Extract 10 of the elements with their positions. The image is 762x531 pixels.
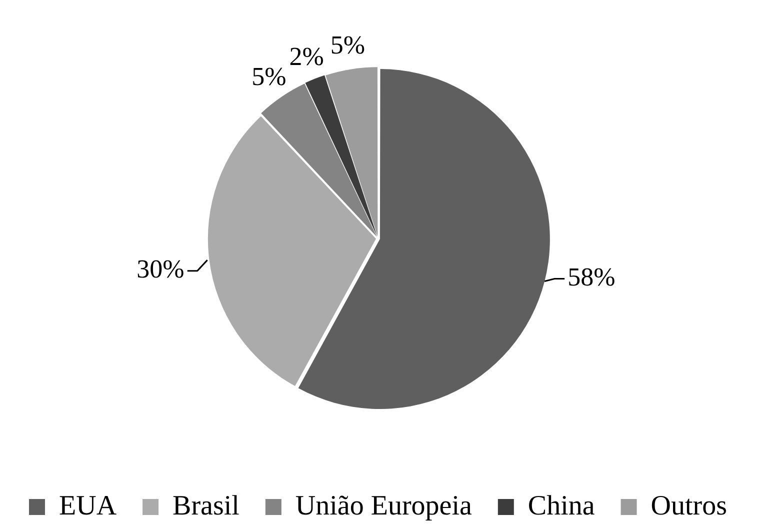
legend-label: União Europeia (295, 490, 472, 522)
legend-label: EUA (58, 490, 118, 522)
data-label: 5% (330, 30, 365, 60)
legend-label: Brasil (172, 490, 240, 522)
data-label: 2% (289, 42, 324, 71)
legend-label: Outros (650, 490, 728, 522)
legend-label: China (528, 490, 596, 522)
data-label: 58% (568, 262, 616, 292)
data-label: 30% (136, 254, 184, 284)
data-label: 5% (252, 62, 286, 91)
